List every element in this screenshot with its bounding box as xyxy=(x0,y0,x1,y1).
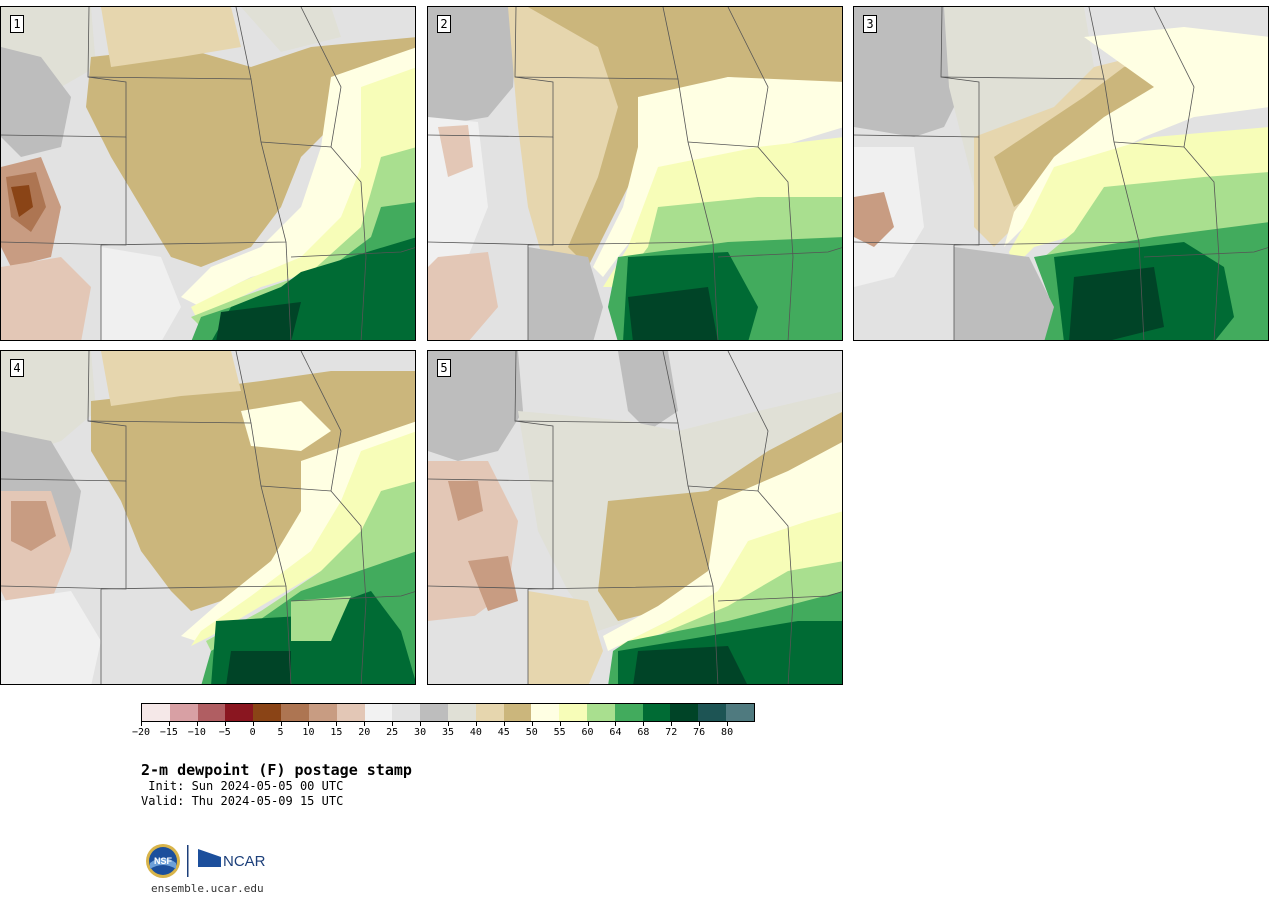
colorbar-swatch xyxy=(142,704,170,721)
colorbar-tick-label: −15 xyxy=(159,727,178,738)
colorbar-swatch xyxy=(392,704,421,721)
colorbar-tick xyxy=(671,722,673,726)
colorbar-tick xyxy=(280,722,282,726)
colorbar-tick xyxy=(168,722,170,726)
dewpoint-map-3 xyxy=(854,7,1268,340)
colorbar-tick xyxy=(224,722,226,726)
colorbar-tick-label: 0 xyxy=(249,727,256,738)
colorbar-tick xyxy=(587,722,589,726)
colorbar-tick xyxy=(559,722,561,726)
colorbar-tick-label: 15 xyxy=(330,727,343,738)
colorbar-tick-label: 10 xyxy=(302,727,315,738)
colorbar-swatch xyxy=(447,704,476,721)
colorbar-swatch xyxy=(169,704,198,721)
colorbar-tick xyxy=(308,722,310,726)
colorbar-tick xyxy=(392,722,394,726)
colorbar-tick-label: 30 xyxy=(414,727,427,738)
colorbar-tick xyxy=(336,722,338,726)
colorbar-tick-label: −10 xyxy=(187,727,206,738)
dewpoint-map-1 xyxy=(1,7,415,340)
map-panel-2: 2 xyxy=(427,6,843,341)
colorbar-tick xyxy=(615,722,617,726)
colorbar-tick xyxy=(531,722,533,726)
map-panel-1: 1 xyxy=(0,6,416,341)
colorbar-tick-label: 60 xyxy=(581,727,594,738)
colorbar-tick xyxy=(643,722,645,726)
colorbar-swatch xyxy=(197,704,226,721)
colorbar-tick xyxy=(503,722,505,726)
colorbar-swatch xyxy=(587,704,615,721)
dewpoint-map-4 xyxy=(1,351,415,684)
colorbar-tick-label: 40 xyxy=(469,727,482,738)
colorbar-tick xyxy=(196,722,198,726)
colorbar-tick-label: −20 xyxy=(131,727,151,738)
colorbar-ticks: −20 −15 −10 −5 0 5 10 15 20 25 30 35 40 45 50 55 60 64 68 7… xyxy=(132,722,755,742)
init-time: Init: Sun 2024-05-05 00 UTC xyxy=(141,779,344,793)
panel-number: 4 xyxy=(10,359,24,377)
colorbar-tick-label: 5 xyxy=(277,727,284,738)
colorbar-swatch xyxy=(308,704,337,721)
colorbar-tick-label: 25 xyxy=(386,727,399,738)
colorbar-swatch xyxy=(420,704,448,721)
colorbar-tick xyxy=(141,722,142,726)
colorbar-tick xyxy=(448,722,449,726)
colorbar-swatch xyxy=(364,704,393,721)
colorbar-tick xyxy=(420,722,422,726)
colorbar-tick xyxy=(252,722,254,726)
colorbar-swatch xyxy=(253,704,282,721)
logos: NSF NCAR xyxy=(145,843,275,879)
panel-number: 3 xyxy=(863,15,877,33)
colorbar-tick-label: −5 xyxy=(218,727,231,738)
colorbar xyxy=(141,703,755,722)
colorbar-tick xyxy=(475,722,477,726)
colorbar-tick-label: 80 xyxy=(721,727,734,738)
colorbar-tick xyxy=(727,722,729,726)
colorbar-swatch xyxy=(475,704,504,721)
colorbar-swatch xyxy=(336,704,365,721)
colorbar-tick xyxy=(364,722,366,726)
colorbar-tick-label: 55 xyxy=(553,727,566,738)
colorbar-tick-label: 20 xyxy=(358,727,371,738)
map-panel-5: 5 xyxy=(427,350,843,685)
ncar-logo-text: NCAR xyxy=(223,853,266,870)
colorbar-swatch xyxy=(670,704,699,721)
colorbar-swatch xyxy=(503,704,532,721)
map-panel-4: 4 xyxy=(0,350,416,685)
colorbar-swatch xyxy=(531,704,560,721)
colorbar-swatch xyxy=(225,704,254,721)
dewpoint-map-2 xyxy=(428,7,842,340)
panel-number: 2 xyxy=(437,15,451,33)
colorbar-tick-label: 45 xyxy=(497,727,510,738)
colorbar-tick-label: 64 xyxy=(609,727,622,738)
colorbar-tick-label: 76 xyxy=(693,727,706,738)
colorbar-tick-label: 72 xyxy=(665,727,678,738)
panel-number: 1 xyxy=(10,15,24,33)
colorbar-swatch xyxy=(698,704,727,721)
colorbar-tick-label: 68 xyxy=(637,727,650,738)
valid-time: Valid: Thu 2024-05-09 15 UTC xyxy=(141,794,344,808)
colorbar-swatch xyxy=(614,704,643,721)
colorbar-swatch xyxy=(281,704,309,721)
colorbar-swatch xyxy=(726,704,754,721)
colorbar-tick xyxy=(699,722,701,726)
nsf-logo-icon xyxy=(146,844,180,878)
ncar-logo-icon xyxy=(198,849,221,867)
colorbar-swatch xyxy=(642,704,671,721)
map-panel-3: 3 xyxy=(853,6,1269,341)
dewpoint-map-5 xyxy=(428,351,842,684)
colorbar-tick-label: 35 xyxy=(441,727,455,738)
site-url: ensemble.ucar.edu xyxy=(151,882,264,895)
nsf-ncar-logo: NSF NCAR xyxy=(146,844,266,878)
plot-title: 2-m dewpoint (F) postage stamp xyxy=(141,761,412,779)
colorbar-swatch xyxy=(559,704,587,721)
panel-number: 5 xyxy=(437,359,451,377)
nsf-logo-text: NSF xyxy=(154,856,173,866)
colorbar-tick-label: 50 xyxy=(525,727,538,738)
